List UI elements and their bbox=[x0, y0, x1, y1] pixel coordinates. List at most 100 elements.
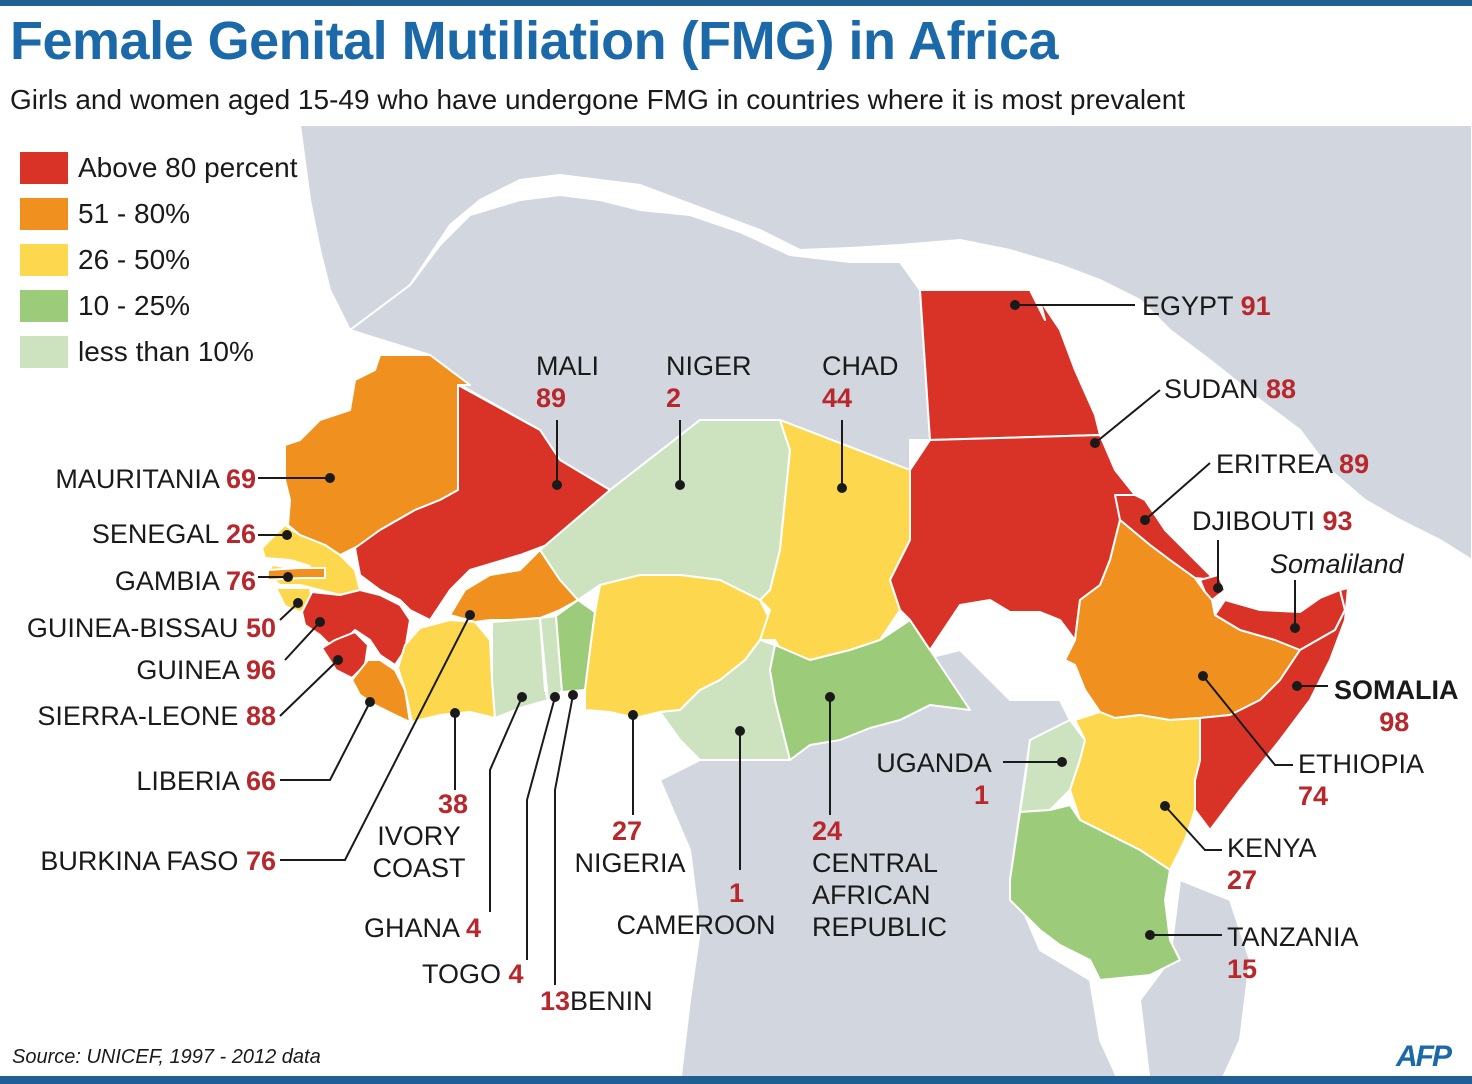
country-name: KENYA bbox=[1227, 833, 1317, 863]
dot-ivory-coast bbox=[450, 708, 460, 718]
dot-egypt bbox=[1010, 300, 1020, 310]
country-car bbox=[769, 619, 971, 761]
top-rule bbox=[0, 0, 1472, 6]
country-egypt bbox=[919, 289, 1101, 441]
legend-item: 10 - 25% bbox=[20, 283, 298, 329]
label-sierra-leone: SIERRA-LEONE 88 bbox=[37, 700, 276, 732]
country-value: 4 bbox=[466, 913, 482, 943]
label-senegal: SENEGAL 26 bbox=[92, 518, 256, 550]
dot-gambia bbox=[283, 572, 293, 582]
country-name: CAMEROON bbox=[616, 910, 776, 940]
country-name: BURKINA FASO bbox=[40, 846, 239, 876]
legend-label: 10 - 25% bbox=[78, 290, 191, 321]
legend-item: 26 - 50% bbox=[20, 237, 298, 283]
dot-somaliland bbox=[1290, 623, 1300, 633]
dot-eritrea bbox=[1140, 515, 1150, 525]
leader-eritrea bbox=[1144, 462, 1211, 521]
label-ivory-coast: 38 IVORY COAST bbox=[368, 788, 470, 884]
country-name: CENTRAL bbox=[812, 848, 939, 878]
label-benin: 13BENIN bbox=[540, 985, 653, 1017]
country-value: 13 bbox=[540, 986, 571, 1016]
page-subtitle: Girls and women aged 15-49 who have unde… bbox=[10, 84, 1186, 115]
country-name: CHAD bbox=[822, 351, 899, 381]
dot-chad bbox=[837, 483, 847, 493]
leader-burkina-faso bbox=[280, 614, 471, 861]
country-value: 1 bbox=[973, 780, 989, 810]
country-value: 96 bbox=[245, 655, 276, 685]
country-value: 1 bbox=[729, 878, 745, 908]
dot-somalia bbox=[1292, 681, 1302, 691]
leader-liberia bbox=[280, 701, 371, 781]
label-ethiopia: ETHIOPIA 74 bbox=[1298, 748, 1424, 812]
dot-ethiopia bbox=[1198, 671, 1208, 681]
label-ghana: GHANA 4 bbox=[364, 912, 481, 944]
dot-guinea bbox=[315, 617, 325, 627]
bottom-rule bbox=[0, 1076, 1472, 1084]
country-name: ETHIOPIA bbox=[1298, 749, 1425, 779]
dot-mauritania bbox=[325, 473, 335, 483]
country-value: 50 bbox=[245, 613, 276, 643]
country-value: 2 bbox=[666, 383, 682, 413]
label-uganda: UGANDA 1 bbox=[873, 747, 995, 811]
country-value: 91 bbox=[1240, 291, 1271, 321]
country-value: 38 bbox=[437, 789, 468, 819]
label-car: 24 CENTRAL AFRICAN REPUBLIC bbox=[812, 815, 947, 943]
leader-lines bbox=[258, 304, 1328, 985]
leader-benin bbox=[554, 694, 574, 985]
country-name: GHANA bbox=[364, 913, 459, 943]
country-value: 66 bbox=[245, 766, 276, 796]
legend-swatch bbox=[20, 290, 68, 322]
dot-burkina-faso bbox=[465, 610, 475, 620]
page-title: Female Genital Mutiliation (FMG) in Afri… bbox=[10, 11, 1059, 71]
dot-senegal bbox=[282, 530, 292, 540]
country-value: 76 bbox=[225, 566, 256, 596]
country-name: DJIBOUTI bbox=[1192, 506, 1316, 536]
country-name: NIGERIA bbox=[574, 848, 686, 878]
legend-item: Above 80 percent bbox=[20, 145, 298, 191]
afp-logo: AFP bbox=[1396, 1040, 1452, 1073]
dot-mali bbox=[552, 480, 562, 490]
country-value: 98 bbox=[1379, 707, 1410, 737]
country-value: 76 bbox=[245, 846, 276, 876]
country-value: 4 bbox=[508, 959, 524, 989]
dot-uganda bbox=[1057, 757, 1067, 767]
label-egypt: EGYPT 91 bbox=[1142, 290, 1271, 322]
legend-item: less than 10% bbox=[20, 329, 298, 375]
label-niger: NIGER 2 bbox=[666, 350, 752, 414]
label-kenya: KENYA 27 bbox=[1227, 832, 1317, 896]
country-name: MAURITANIA bbox=[55, 464, 219, 494]
leader-dots bbox=[282, 300, 1302, 940]
dot-niger bbox=[675, 480, 685, 490]
country-value: 24 bbox=[812, 816, 843, 846]
country-name: TANZANIA bbox=[1227, 922, 1359, 952]
dot-sierra-leone bbox=[333, 655, 343, 665]
country-value: 89 bbox=[536, 383, 567, 413]
legend-swatch bbox=[20, 244, 68, 276]
label-chad: CHAD 44 bbox=[822, 350, 899, 414]
country-name: SENEGAL bbox=[91, 519, 219, 549]
dot-benin bbox=[568, 690, 578, 700]
country-name: SOMALIA bbox=[1334, 675, 1459, 705]
country-value: 69 bbox=[225, 464, 256, 494]
label-gambia: GAMBIA 76 bbox=[115, 565, 256, 597]
country-value: 89 bbox=[1339, 449, 1370, 479]
country-somalia bbox=[1194, 587, 1349, 831]
label-cameroon: 1 CAMEROON bbox=[611, 877, 781, 941]
country-value: 88 bbox=[1266, 374, 1297, 404]
country-name: BENIN bbox=[570, 986, 653, 1016]
legend-label: 51 - 80% bbox=[78, 198, 191, 229]
legend-label: Above 80 percent bbox=[78, 152, 298, 183]
dot-sudan bbox=[1090, 438, 1100, 448]
leader-kenya bbox=[1164, 805, 1222, 851]
country-value: 88 bbox=[245, 701, 276, 731]
country-name: ERITREA bbox=[1216, 449, 1332, 479]
country-value: 44 bbox=[822, 383, 853, 413]
label-eritrea: ERITREA 89 bbox=[1216, 448, 1369, 480]
legend-swatch bbox=[20, 152, 68, 184]
source-note: Source: UNICEF, 1997 - 2012 data bbox=[12, 1046, 321, 1068]
label-togo: TOGO 4 bbox=[422, 958, 524, 990]
dot-kenya bbox=[1160, 801, 1170, 811]
leader-guinea bbox=[284, 621, 321, 661]
label-sudan: SUDAN 88 bbox=[1164, 373, 1296, 405]
